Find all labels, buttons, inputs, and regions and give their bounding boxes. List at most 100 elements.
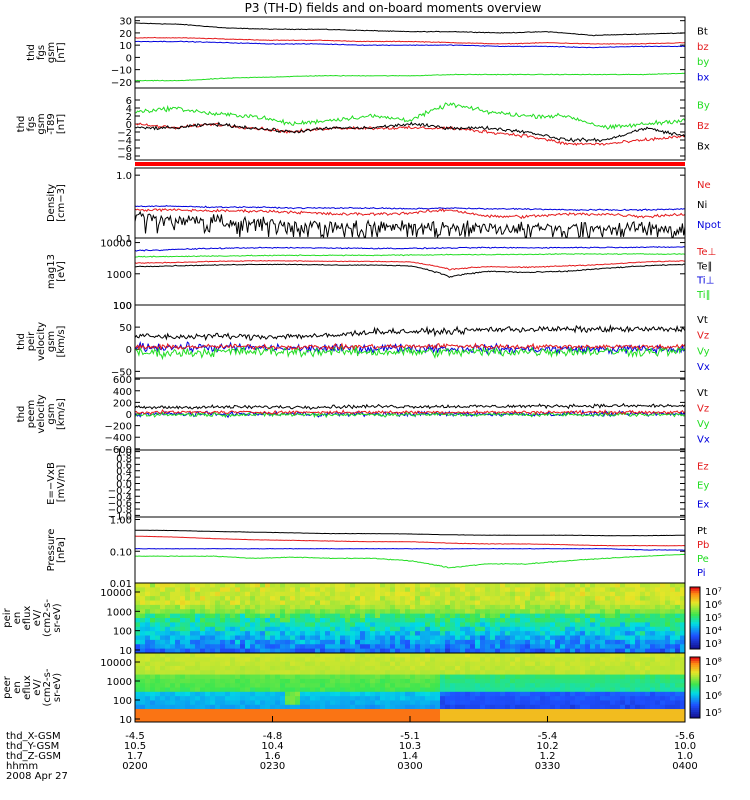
spectrogram-cell bbox=[305, 644, 311, 650]
spectrogram-cell bbox=[570, 713, 576, 719]
spectrogram-cell bbox=[565, 618, 571, 623]
spectrogram-cell bbox=[530, 626, 536, 632]
colorbar-segment bbox=[690, 679, 700, 682]
spectrogram-cell bbox=[595, 661, 601, 667]
spectrogram-cell bbox=[350, 661, 356, 667]
spectrogram-cell bbox=[535, 591, 541, 597]
spectrogram-cell bbox=[615, 587, 621, 593]
spectrogram-cell bbox=[505, 648, 511, 654]
spectrogram-cell bbox=[490, 648, 496, 654]
spectrogram-cell bbox=[550, 670, 556, 676]
spectrogram-cell bbox=[240, 648, 246, 654]
spectrogram-cell bbox=[640, 653, 646, 658]
spectrogram-cell bbox=[410, 587, 416, 593]
spectrogram-cell bbox=[615, 678, 621, 684]
spectrogram-cell bbox=[375, 626, 381, 632]
spectrogram-cell bbox=[475, 644, 481, 650]
spectrogram-cell bbox=[315, 717, 321, 723]
spectrogram-cell bbox=[420, 691, 426, 697]
spectrogram-cell bbox=[645, 631, 651, 637]
spectrogram-cell bbox=[165, 709, 171, 714]
spectrogram-cell bbox=[305, 604, 311, 610]
spectrogram-cell bbox=[285, 687, 291, 693]
spectrogram-cell bbox=[530, 609, 536, 615]
spectrogram-cell bbox=[300, 622, 306, 628]
spectrogram-cell bbox=[220, 591, 226, 597]
spectrogram-cell bbox=[270, 704, 276, 710]
spectrogram-cell bbox=[370, 622, 376, 628]
spectrogram-cell bbox=[625, 644, 631, 650]
spectrogram-cell bbox=[555, 700, 561, 706]
series-pi-line bbox=[134, 547, 686, 551]
spectrogram-cell bbox=[145, 674, 151, 680]
spectrogram-cell bbox=[640, 717, 646, 723]
footer-value: -5.4 bbox=[538, 731, 558, 742]
spectrogram-cell bbox=[560, 587, 566, 593]
spectrogram-cell bbox=[580, 678, 586, 684]
spectrogram-cell bbox=[215, 674, 221, 680]
spectrogram-cell bbox=[240, 596, 246, 602]
spectrogram-cell bbox=[490, 674, 496, 680]
spectrogram-cell bbox=[595, 635, 601, 641]
spectrogram-cell bbox=[450, 691, 456, 697]
spectrogram-cell bbox=[185, 696, 191, 701]
spectrogram-cell bbox=[365, 613, 371, 619]
spectrogram-cell bbox=[670, 661, 676, 667]
spectrogram-cell bbox=[340, 609, 346, 615]
spectrogram-cell bbox=[455, 639, 461, 645]
spectrogram-cell bbox=[385, 665, 391, 671]
spectrogram-cell bbox=[415, 609, 421, 615]
spectrogram-cell bbox=[435, 709, 441, 714]
spectrogram-cell bbox=[570, 613, 576, 619]
spectrogram-cell bbox=[645, 639, 651, 645]
spectrogram-cell bbox=[410, 600, 416, 606]
footer-row-label: thd_X-GSM bbox=[6, 731, 61, 742]
spectrogram-cell bbox=[390, 717, 396, 723]
spectrogram-cell bbox=[420, 683, 426, 688]
spectrogram-cell bbox=[375, 631, 381, 637]
spectrogram-cell bbox=[165, 618, 171, 623]
spectrogram-cell bbox=[625, 626, 631, 632]
spectrogram-cell bbox=[375, 639, 381, 645]
spectrogram-cell bbox=[500, 626, 506, 632]
spectrogram-cell bbox=[600, 687, 606, 693]
spectrogram-cell bbox=[595, 678, 601, 684]
spectrogram-cell bbox=[380, 600, 386, 606]
spectrogram-cell bbox=[510, 591, 516, 597]
spectrogram-cell bbox=[500, 717, 506, 723]
spectrogram-cell bbox=[565, 613, 571, 619]
spectrogram-cell bbox=[550, 613, 556, 619]
spectrogram-cell bbox=[370, 713, 376, 719]
spectrogram-cell bbox=[530, 635, 536, 641]
spectrogram-cell bbox=[470, 596, 476, 602]
spectrogram-cell bbox=[305, 648, 311, 654]
spectrogram-cell bbox=[450, 587, 456, 593]
spectrogram-cell bbox=[325, 648, 331, 654]
spectrogram-cell bbox=[645, 596, 651, 602]
spectrogram-cell bbox=[460, 613, 466, 619]
legend-item: Vy bbox=[697, 419, 710, 430]
spectrogram-cell bbox=[440, 631, 446, 637]
spectrogram-cell bbox=[440, 604, 446, 610]
spectrogram-cell bbox=[240, 626, 246, 632]
spectrogram-cell bbox=[450, 687, 456, 693]
spectrogram-cell bbox=[165, 639, 171, 645]
separator-bar bbox=[135, 162, 685, 166]
spectrogram-cell bbox=[455, 713, 461, 719]
spectrogram-cell bbox=[355, 696, 361, 701]
spectrogram-cell bbox=[405, 696, 411, 701]
spectrogram-cell bbox=[145, 600, 151, 606]
spectrogram-cell bbox=[470, 618, 476, 623]
spectrogram-cell bbox=[255, 709, 261, 714]
spectrogram-cell bbox=[530, 704, 536, 710]
spectrogram-cell bbox=[375, 604, 381, 610]
spectrogram-cell bbox=[220, 687, 226, 693]
spectrogram-cell bbox=[410, 674, 416, 680]
spectrogram-cell bbox=[505, 653, 511, 658]
spectrogram-cell bbox=[655, 591, 661, 597]
spectrogram-cell bbox=[235, 648, 241, 654]
spectrogram-cell bbox=[535, 583, 541, 588]
spectrogram-cell bbox=[495, 691, 501, 697]
spectrogram-cell bbox=[555, 661, 561, 667]
